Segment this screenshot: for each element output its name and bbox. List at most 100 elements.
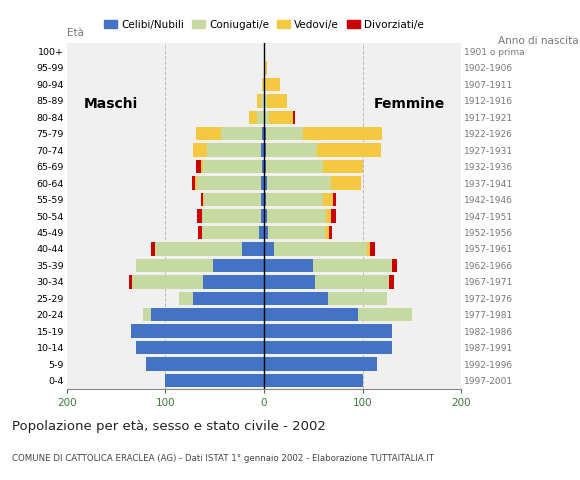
Bar (155, 242, 242, 256)
Bar (195, 176, 197, 190)
Bar (193, 144, 206, 157)
Bar (266, 144, 317, 157)
Bar (193, 291, 264, 305)
Bar (261, 209, 264, 223)
Bar (368, 242, 371, 256)
Bar (329, 226, 332, 239)
Bar (201, 160, 203, 173)
Bar (261, 94, 264, 108)
Text: Anno di nascita: Anno di nascita (498, 36, 579, 46)
Bar (242, 242, 264, 256)
Bar (132, 275, 203, 288)
Bar (257, 110, 264, 124)
Bar (203, 275, 264, 288)
Bar (197, 176, 261, 190)
Bar (261, 144, 264, 157)
Bar (266, 193, 323, 206)
Bar (202, 226, 259, 239)
Bar (143, 308, 151, 322)
Bar (204, 193, 261, 206)
Bar (264, 358, 378, 371)
Bar (197, 209, 202, 223)
Bar (264, 291, 328, 305)
Bar (165, 374, 264, 387)
Bar (264, 94, 267, 108)
Bar (220, 127, 262, 141)
Bar (264, 259, 313, 272)
Bar (151, 308, 264, 322)
Bar (261, 193, 264, 206)
Bar (262, 127, 264, 141)
Text: Popolazione per età, sesso e stato civile - 2002: Popolazione per età, sesso e stato civil… (12, 420, 325, 433)
Bar (264, 144, 266, 157)
Bar (196, 127, 220, 141)
Bar (313, 259, 392, 272)
Bar (201, 193, 203, 206)
Bar (268, 226, 325, 239)
Bar (326, 209, 331, 223)
Bar (264, 226, 268, 239)
Bar (179, 291, 193, 305)
Bar (264, 160, 266, 173)
Bar (196, 160, 201, 173)
Text: Età: Età (67, 28, 84, 38)
Bar (264, 127, 266, 141)
Bar (267, 94, 287, 108)
Bar (264, 110, 269, 124)
Bar (264, 176, 267, 190)
Bar (264, 78, 265, 91)
Text: COMUNE DI CATTOLICA ERACLEA (AG) - Dati ISTAT 1° gennaio 2002 - Elaborazione TUT: COMUNE DI CATTOLICA ERACLEA (AG) - Dati … (12, 454, 434, 463)
Bar (151, 242, 155, 256)
Bar (262, 160, 264, 173)
Bar (266, 127, 303, 141)
Bar (357, 308, 412, 322)
Bar (192, 176, 195, 190)
Bar (293, 110, 295, 124)
Text: Femmine: Femmine (374, 97, 445, 111)
Bar (264, 341, 392, 354)
Bar (315, 275, 389, 288)
Bar (371, 242, 375, 256)
Bar (266, 160, 323, 173)
Bar (203, 193, 204, 206)
Bar (267, 176, 331, 190)
Bar (267, 209, 326, 223)
Bar (264, 242, 274, 256)
Bar (261, 176, 264, 190)
Bar (328, 291, 387, 305)
Bar (323, 160, 362, 173)
Bar (317, 144, 381, 157)
Bar (213, 259, 264, 272)
Bar (333, 193, 336, 206)
Bar (262, 78, 263, 91)
Bar (331, 176, 361, 190)
Bar (259, 226, 264, 239)
Bar (389, 275, 394, 288)
Bar (263, 78, 264, 91)
Bar (264, 374, 362, 387)
Bar (264, 61, 267, 74)
Bar (129, 275, 132, 288)
Bar (264, 308, 357, 322)
Legend: Celibi/Nubili, Coniugati/e, Vedovi/e, Divorziati/e: Celibi/Nubili, Coniugati/e, Vedovi/e, Di… (100, 15, 427, 34)
Bar (202, 209, 261, 223)
Bar (303, 127, 382, 141)
Bar (264, 193, 266, 206)
Bar (269, 110, 293, 124)
Bar (203, 160, 262, 173)
Bar (392, 259, 397, 272)
Bar (323, 193, 333, 206)
Bar (206, 144, 261, 157)
Bar (198, 226, 202, 239)
Bar (257, 94, 261, 108)
Bar (264, 209, 267, 223)
Bar (136, 259, 213, 272)
Text: Maschi: Maschi (84, 97, 138, 111)
Bar (264, 275, 315, 288)
Bar (131, 324, 264, 338)
Bar (331, 209, 336, 223)
Bar (264, 324, 392, 338)
Bar (274, 242, 368, 256)
Bar (249, 110, 257, 124)
Bar (325, 226, 329, 239)
